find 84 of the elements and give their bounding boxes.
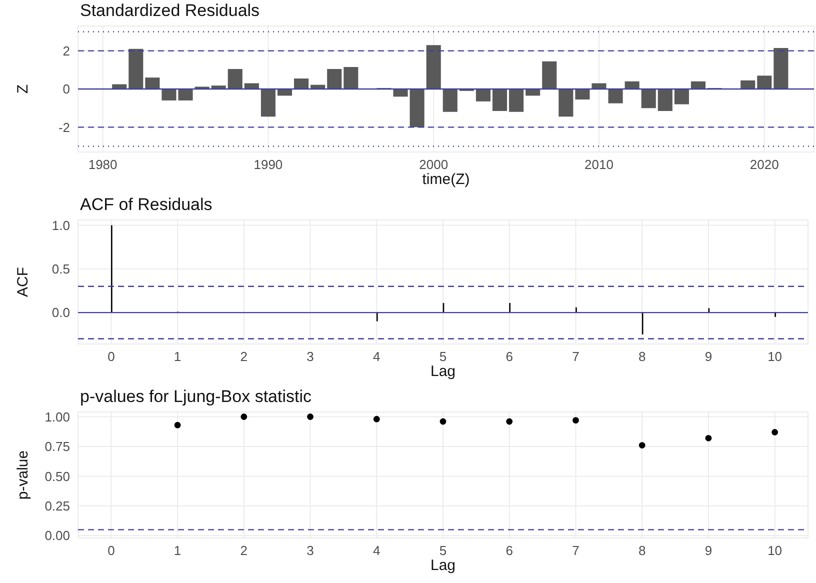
- bar: [575, 89, 590, 100]
- point: [174, 422, 181, 428]
- x-tick-label: 10: [768, 349, 782, 364]
- bar: [426, 45, 441, 89]
- point: [506, 418, 513, 425]
- x-axis-title: Lag: [430, 363, 456, 380]
- bar: [641, 89, 656, 108]
- y-tick-label: 0.5: [52, 262, 70, 277]
- y-axis-title: p-value: [14, 450, 32, 500]
- x-tick-label: 1980: [88, 157, 118, 172]
- x-tick-label: 5: [439, 349, 447, 364]
- bar: [442, 89, 458, 112]
- x-tick-label: 5: [439, 543, 447, 558]
- point: [240, 414, 248, 420]
- bar: [228, 68, 242, 89]
- x-tick-label: 6: [506, 543, 513, 558]
- bar: [658, 89, 672, 111]
- y-axis-title: ACF: [14, 267, 32, 297]
- point: [440, 418, 446, 425]
- bar: [393, 89, 408, 97]
- y-tick-label: 1.00: [44, 409, 70, 424]
- y-tick-label: 0.0: [52, 305, 70, 320]
- bar: [492, 89, 508, 111]
- bar: [740, 80, 756, 89]
- x-tick-label: 1: [174, 543, 182, 558]
- y-tick-label: -2: [58, 120, 70, 135]
- x-tick-label: 2020: [750, 157, 779, 172]
- x-tick-label: 7: [572, 349, 580, 364]
- bar: [624, 81, 640, 89]
- x-tick-label: 2: [240, 349, 248, 364]
- point: [373, 416, 380, 422]
- x-tick-label: 8: [638, 543, 646, 558]
- x-tick-label: 3: [306, 349, 314, 364]
- x-tick-label: 2: [240, 543, 248, 558]
- bar: [509, 89, 524, 112]
- bar: [690, 81, 706, 89]
- point: [638, 442, 646, 448]
- x-tick-label: 0: [108, 349, 115, 364]
- bar: [542, 61, 557, 89]
- x-tick-label: 8: [638, 349, 646, 364]
- bar: [410, 89, 424, 128]
- x-tick-label: 2000: [419, 157, 448, 172]
- x-tick-label: 9: [704, 349, 712, 364]
- x-tick-label: 0: [108, 543, 115, 558]
- x-tick-label: 4: [373, 349, 380, 364]
- bar: [674, 89, 689, 104]
- bar: [476, 89, 490, 102]
- bar: [145, 78, 160, 89]
- bar: [592, 83, 606, 89]
- x-tick-label: 3: [306, 543, 314, 558]
- x-axis-title: time(Z): [422, 171, 470, 188]
- y-tick-label: 2: [62, 43, 70, 58]
- x-tick-label: 10: [768, 543, 782, 558]
- x-tick-label: 7: [572, 543, 580, 558]
- bar: [608, 89, 623, 104]
- point: [572, 417, 579, 424]
- point: [307, 414, 314, 420]
- chart-title: Standardized Residuals: [79, 0, 261, 22]
- y-tick-label: 0.00: [44, 528, 70, 544]
- x-tick-label: 4: [373, 543, 380, 558]
- y-tick-label: 1.0: [52, 218, 70, 233]
- y-tick-label: 0.75: [44, 439, 70, 454]
- bar: [558, 89, 574, 117]
- bar: [327, 68, 342, 89]
- x-tick-label: 6: [506, 349, 513, 364]
- bar: [294, 78, 309, 89]
- y-tick-label: 0: [62, 82, 70, 97]
- y-tick-label: 0.50: [44, 468, 70, 484]
- x-tick-label: 1990: [254, 157, 283, 172]
- bar: [128, 48, 144, 89]
- bar: [344, 67, 358, 89]
- x-tick-label: 1: [174, 349, 182, 364]
- chart-title: p-values for Ljung-Box statistic: [79, 386, 312, 408]
- bar: [757, 76, 772, 89]
- x-axis-title: Lag: [430, 557, 456, 574]
- chart-title: ACF of Residuals: [79, 194, 214, 216]
- y-axis-title: Z: [14, 84, 32, 94]
- y-tick-label: 0.25: [44, 498, 70, 514]
- point: [772, 429, 778, 436]
- x-tick-label: 2010: [584, 157, 614, 172]
- x-tick-label: 9: [704, 543, 712, 558]
- bar: [774, 48, 788, 89]
- point: [705, 434, 712, 442]
- bar: [260, 89, 276, 117]
